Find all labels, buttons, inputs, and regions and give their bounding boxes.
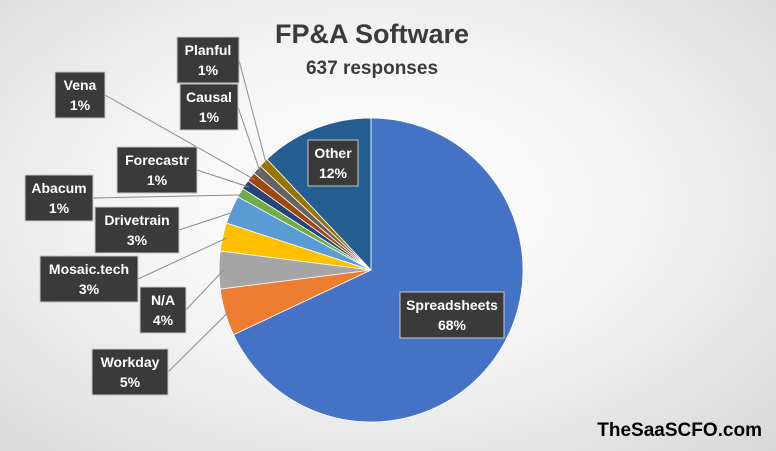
data-label-value-vena: 1% [70,97,91,113]
data-label-box-workday [91,348,169,396]
data-label-value-other: 12% [319,165,348,181]
data-label-value-mosaic-tech: 3% [79,281,100,297]
data-label-n-a: N/A 4% [139,286,187,334]
data-label-box-n-a [139,286,187,334]
data-label-name-n-a: N/A [151,292,175,308]
chart-title: FP&A Software [275,19,469,49]
leader-line-workday [167,310,230,373]
data-label-name-other: Other [314,145,352,161]
data-label-vena: Vena 1% [54,71,106,119]
data-label-box-planful [176,36,240,84]
data-label-box-abacum [24,174,94,222]
data-label-box-drivetrain [94,206,180,254]
data-label-workday: Workday 5% [91,348,169,396]
chart-subtitle: 637 responses [306,58,438,79]
pie-slice-spreadsheets [232,117,524,423]
leader-line-drivetrain [178,210,236,231]
leader-line-vena [104,94,255,181]
data-label-value-workday: 5% [120,374,141,390]
leader-line-n-a [185,269,224,311]
data-label-box-other [307,139,359,187]
data-label-name-spreadsheets: Spreadsheets [406,297,498,313]
data-label-box-causal [179,83,239,131]
data-label-name-abacum: Abacum [31,180,86,196]
data-label-mosaic-tech: Mosaic.tech 3% [39,255,139,303]
data-label-name-vena: Vena [64,77,97,93]
data-label-planful: Planful 1% [176,36,240,84]
leader-line-causal [237,106,261,173]
data-label-box-spreadsheets [399,291,505,339]
data-label-name-causal: Causal [186,89,232,105]
data-label-value-spreadsheets: 68% [438,317,467,333]
data-label-name-planful: Planful [185,42,232,58]
data-label-name-drivetrain: Drivetrain [104,212,169,228]
data-label-name-mosaic-tech: Mosaic.tech [49,261,129,277]
data-label-spreadsheets: Spreadsheets 68% [399,291,505,339]
data-label-name-workday: Workday [101,354,160,370]
data-label-box-forecastr [116,146,198,194]
leader-line-forecastr [196,169,250,188]
leader-line-abacum [92,194,245,199]
data-label-forecastr: Forecastr 1% [116,146,198,194]
data-label-value-abacum: 1% [49,200,70,216]
watermark-text: TheSaaSCFO.com [597,420,762,441]
leader-line-planful [238,59,268,166]
data-label-value-causal: 1% [199,109,220,125]
data-label-name-forecastr: Forecastr [125,152,189,168]
data-labels-layer: Spreadsheets 68% Workday 5% N/A 4% Mosaic.tech… [24,36,505,396]
data-label-value-forecastr: 1% [147,172,168,188]
data-label-box-mosaic-tech [39,255,139,303]
slices-layer [218,117,524,423]
data-label-value-planful: 1% [198,62,219,78]
data-label-causal: Causal 1% [179,83,239,131]
data-label-drivetrain: Drivetrain 3% [94,206,180,254]
leader-line-mosaic-tech [137,237,228,280]
data-label-value-drivetrain: 3% [127,232,148,248]
leader-lines-layer [92,59,268,373]
data-label-value-n-a: 4% [153,312,174,328]
data-label-other: Other 12% [307,139,359,187]
data-label-abacum: Abacum 1% [24,174,94,222]
data-label-box-vena [54,71,106,119]
